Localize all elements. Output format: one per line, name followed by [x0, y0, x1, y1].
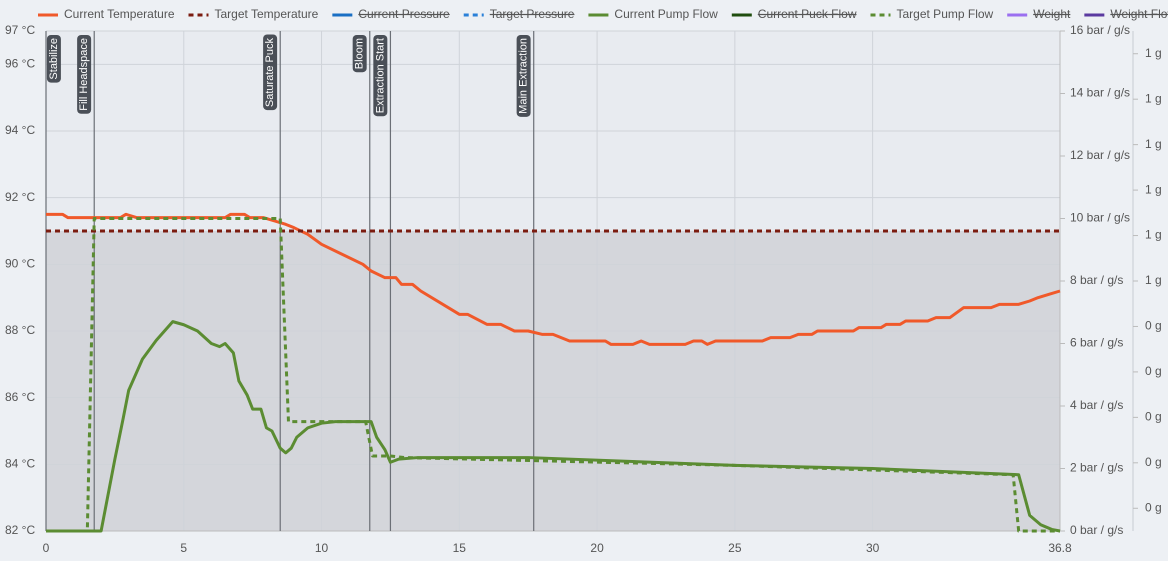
legend-label: Weight Flow [1110, 7, 1168, 21]
y3-tick-label: 0 g [1145, 500, 1162, 514]
y-tick-label: 90 °C [5, 257, 35, 271]
y-tick-label: 97 °C [5, 23, 35, 37]
legend-label: Target Temperature [215, 7, 319, 21]
y3-tick-label: 1 g [1145, 273, 1162, 287]
legend-label: Current Pressure [358, 7, 450, 21]
y2-tick-label: 14 bar / g/s [1070, 86, 1130, 100]
x-tick-label: 36.8 [1048, 541, 1072, 555]
y2-tick-label: 6 bar / g/s [1070, 336, 1123, 350]
annotation-label: Bloom [354, 38, 366, 69]
x-tick-label: 25 [728, 541, 742, 555]
annotation-label: Main Extraction [518, 38, 530, 114]
series-line [46, 212, 1061, 346]
y3-tick-label: 1 g [1145, 137, 1162, 151]
legend-item[interactable]: Current Pressure [332, 7, 450, 21]
y-tick-label: 88 °C [5, 323, 35, 337]
annotation-box [516, 35, 531, 117]
y3-tick-label: 1 g [1145, 182, 1162, 196]
y2-tick-label: 10 bar / g/s [1070, 211, 1130, 225]
annotation: Extraction Start [373, 35, 388, 117]
y2-tick-label: 2 bar / g/s [1070, 461, 1123, 475]
y3-tick-label: 1 g [1145, 91, 1162, 105]
y3-tick-label: 0 g [1145, 364, 1162, 378]
legend-item[interactable]: Current Pump Flow [588, 7, 718, 21]
legend-item[interactable]: Weight Flow [1084, 7, 1168, 21]
y-tick-label: 94 °C [5, 123, 35, 137]
annotation-label: Saturate Puck [264, 38, 276, 108]
y2-tick-label: 4 bar / g/s [1070, 398, 1123, 412]
legend-item[interactable]: Target Temperature [188, 7, 319, 21]
legend-item[interactable]: Weight [1007, 7, 1071, 21]
series-line [46, 320, 1061, 533]
annotation-label: Stabilize [48, 38, 60, 80]
y2-tick-label: 16 bar / g/s [1070, 23, 1130, 37]
y-tick-label: 86 °C [5, 390, 35, 404]
legend-label: Weight [1033, 7, 1071, 21]
y3-tick-label: 0 g [1145, 455, 1162, 469]
y-tick-label: 84 °C [5, 457, 35, 471]
annotation: Main Extraction [516, 35, 531, 117]
annotation-label: Extraction Start [374, 38, 386, 113]
y3-tick-label: 0 g [1145, 410, 1162, 424]
annotation-label: Fill Headspace [78, 38, 90, 111]
series-line [46, 217, 1060, 533]
y3-tick-label: 0 g [1145, 319, 1162, 333]
x-tick-label: 20 [590, 541, 604, 555]
annotation: Bloom [352, 35, 367, 73]
legend-label: Current Pump Flow [614, 7, 718, 21]
y2-tick-label: 0 bar / g/s [1070, 523, 1123, 537]
annotation-box [46, 35, 61, 83]
y2-tick-label: 8 bar / g/s [1070, 273, 1123, 287]
legend-label: Target Pump Flow [897, 7, 994, 21]
y-tick-label: 92 °C [5, 190, 35, 204]
legend-label: Current Temperature [64, 7, 175, 21]
annotation: Stabilize [46, 35, 61, 83]
y3-tick-label: 1 g [1145, 46, 1162, 60]
annotation-box [373, 35, 388, 117]
annotation-box [263, 34, 278, 111]
x-tick-label: 10 [315, 541, 329, 555]
y3-tick-label: 1 g [1145, 228, 1162, 242]
y2-tick-label: 12 bar / g/s [1070, 148, 1130, 162]
legend-item[interactable]: Current Puck Flow [731, 7, 857, 21]
legend-label: Target Pressure [490, 7, 575, 21]
legend-item[interactable]: Current Temperature [38, 7, 175, 21]
x-tick-label: 5 [180, 541, 187, 555]
y-tick-label: 96 °C [5, 57, 35, 71]
legend-item[interactable]: Target Pump Flow [870, 7, 994, 21]
x-tick-label: 30 [866, 541, 880, 555]
legend-label: Current Puck Flow [758, 7, 857, 21]
x-tick-label: 15 [453, 541, 467, 555]
legend-item[interactable]: Target Pressure [463, 7, 575, 21]
annotation-box [352, 35, 367, 73]
x-tick-label: 0 [43, 541, 50, 555]
target-area [46, 231, 1060, 531]
annotation: Saturate Puck [263, 34, 278, 111]
annotation-box [77, 35, 92, 114]
annotation: Fill Headspace [77, 35, 92, 114]
y-tick-label: 82 °C [5, 523, 35, 537]
